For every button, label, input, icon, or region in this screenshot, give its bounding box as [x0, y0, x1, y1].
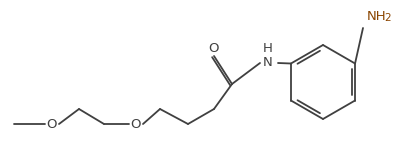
Text: O: O: [208, 42, 219, 56]
Text: N: N: [262, 56, 272, 70]
Text: 2: 2: [383, 13, 390, 23]
Text: H: H: [262, 42, 272, 55]
Text: O: O: [130, 117, 141, 131]
Text: NH: NH: [366, 10, 386, 22]
Text: O: O: [47, 117, 57, 131]
